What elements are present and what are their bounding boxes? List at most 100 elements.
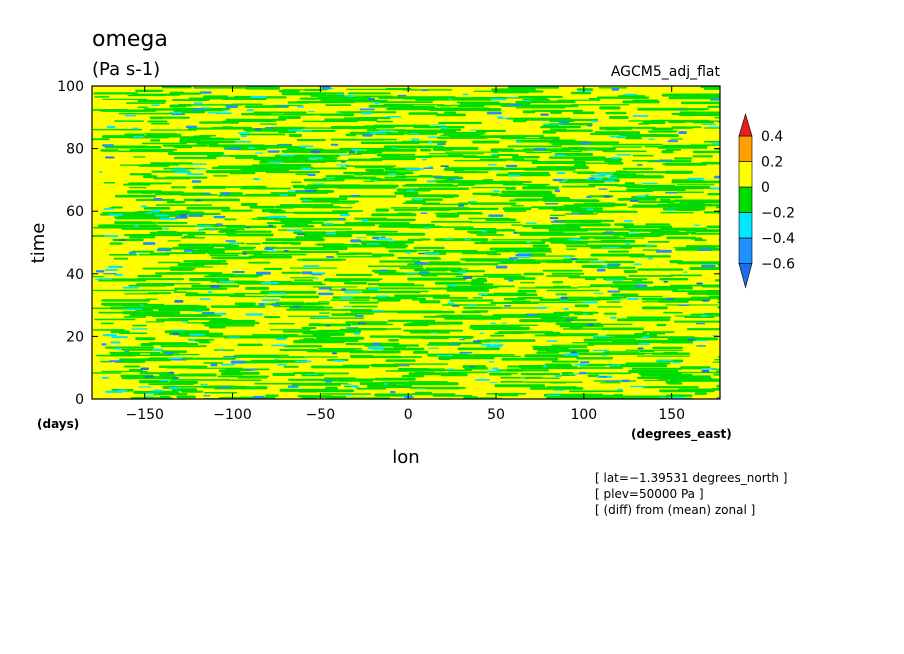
field-band-negative-strong [462, 276, 473, 279]
field-band-negative-small [129, 173, 152, 176]
field-band-negative-small [434, 238, 489, 242]
field-band-negative-small [474, 241, 518, 245]
field-band-negative-small [279, 204, 334, 207]
field-band-negative-small [210, 281, 265, 283]
field-band-negative-small [161, 86, 192, 89]
field-band-negative-small [423, 315, 454, 318]
field-band-negative-small [581, 264, 620, 269]
field-band-negative-small [501, 149, 527, 152]
field-band-negative-medium [467, 304, 477, 307]
field-band-negative-small [457, 211, 482, 215]
field-band-negative-small [93, 226, 122, 229]
field-band-negative-medium [336, 164, 349, 166]
field-band-negative-small [413, 269, 448, 272]
field-band-negative-small [299, 247, 348, 250]
field-band-negative-strong [587, 323, 595, 326]
field-band-negative-strong [246, 226, 251, 229]
field-band-negative-small [617, 95, 646, 98]
field-band-negative-medium [423, 227, 431, 229]
field-band-negative-small [393, 345, 407, 348]
field-band-negative-small [692, 155, 713, 158]
field-band-negative-small [143, 207, 171, 210]
x-tick-label: 50 [487, 407, 505, 423]
field-band-negative-small [677, 371, 720, 374]
field-band-negative-small [92, 138, 110, 141]
field-band-negative-small [717, 299, 720, 301]
field-band-negative-small [659, 389, 715, 393]
field-band-negative-small [155, 225, 204, 228]
field-band-negative-small [610, 175, 664, 179]
field-band-negative-small [714, 116, 720, 119]
field-band-negative-small [335, 273, 373, 276]
field-band-negative-large [252, 395, 265, 399]
y-tick-label: 0 [75, 392, 84, 408]
field-band-negative-small [171, 99, 210, 101]
field-band-negative-small [225, 232, 236, 236]
field-band-negative-small [494, 315, 547, 318]
field-band-negative-medium [375, 238, 393, 240]
field-band-negative-small [245, 86, 273, 90]
field-band-negative-large [604, 231, 615, 234]
field-band-negative-small [602, 150, 647, 153]
field-band-negative-medium [610, 157, 621, 159]
field-band-negative-medium [578, 90, 593, 92]
field-band-negative-small [521, 140, 577, 143]
field-band-negative-small [367, 283, 415, 286]
field-band-negative-medium [343, 305, 353, 307]
field-band-negative-medium [193, 310, 203, 313]
colorbar-segment [738, 161, 753, 188]
field-band-negative-small [551, 360, 579, 363]
field-band-negative-small [221, 273, 235, 275]
field-band-negative-medium [474, 379, 490, 381]
x-tick-label: −150 [125, 407, 163, 423]
field-band-negative-medium [683, 271, 688, 273]
field-band-negative-strong [701, 369, 710, 373]
field-band-negative-small [356, 387, 387, 390]
field-band-negative-small [442, 310, 455, 314]
field-band-negative-small [224, 218, 237, 221]
field-band-negative-small [506, 117, 530, 120]
field-band-negative-small [234, 293, 275, 295]
field-band-negative-small [124, 234, 183, 237]
field-band-negative-medium [277, 363, 288, 366]
field-band-negative-medium [524, 99, 532, 102]
field-band-negative-medium [326, 232, 337, 235]
field-band-negative-medium [490, 98, 507, 101]
field-band-negative-small [546, 275, 580, 277]
field-band-negative-medium [132, 127, 139, 130]
field-band-negative-small [463, 396, 479, 399]
field-band-negative-small [524, 117, 571, 121]
field-band-negative-small [443, 133, 485, 135]
field-band-negative-small [542, 130, 557, 134]
field-band-negative-medium [371, 309, 384, 312]
field-band-negative-small [331, 309, 370, 311]
field-band-negative-small [229, 171, 256, 175]
field-band-negative-small [489, 334, 505, 337]
field-band-negative-small [343, 117, 370, 119]
field-band-negative-small [274, 359, 289, 363]
field-band-negative-small [183, 198, 240, 202]
field-band-negative-medium [479, 332, 484, 334]
field-band-negative-small [188, 367, 243, 369]
field-band-negative-large [267, 150, 280, 153]
field-band-negative-medium [194, 225, 213, 227]
field-band-negative-small [567, 146, 586, 149]
field-band-negative-large [486, 111, 502, 115]
field-band-negative-small [308, 383, 342, 386]
field-band-negative-small [240, 202, 258, 207]
field-band-negative-medium [655, 359, 673, 362]
field-band-negative-small [128, 368, 143, 372]
field-band-negative-small [330, 202, 356, 204]
field-band-negative-small [366, 232, 426, 236]
field-band-negative-medium [271, 299, 280, 301]
field-band-negative-medium [193, 102, 203, 105]
field-band-negative-small [434, 146, 479, 150]
field-band-negative-large [325, 380, 333, 383]
field-band-negative-small [519, 319, 564, 323]
field-band-negative-medium [171, 168, 187, 171]
field-band-negative-medium [105, 390, 123, 393]
field-band-negative-small [666, 236, 697, 240]
field-band-negative-small [137, 99, 167, 103]
field-band-negative-small [150, 139, 161, 142]
field-band-negative-medium [333, 359, 345, 362]
